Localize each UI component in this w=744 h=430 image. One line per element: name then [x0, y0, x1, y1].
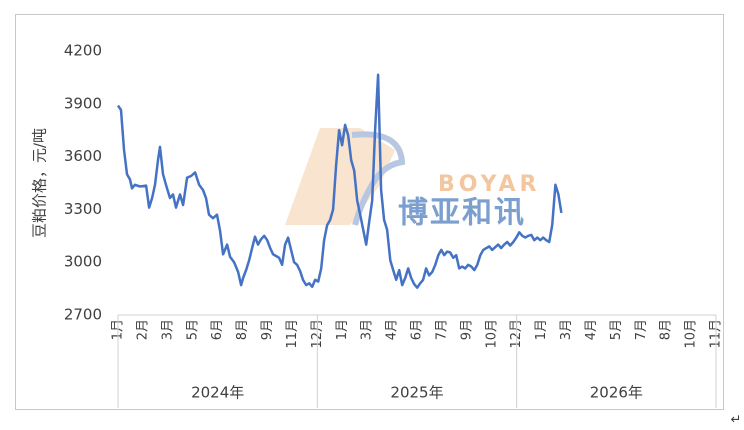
- x-tick-label: 6月: [410, 319, 425, 340]
- x-tick-label: 5月: [609, 319, 624, 340]
- y-tick-label: 2700: [64, 306, 102, 324]
- x-tick-label: 1月: [335, 319, 350, 340]
- x-tick-label: 8月: [659, 319, 674, 340]
- y-tick-label: 4200: [64, 42, 102, 60]
- x-group-label: 2026年: [590, 384, 643, 402]
- paragraph-mark: ↵: [731, 413, 742, 428]
- x-tick-label: 6月: [210, 319, 225, 340]
- y-axis-label: 豆粕价格，元/吨: [31, 128, 49, 238]
- x-tick-label: 11月: [285, 319, 300, 349]
- logo-curve: [351, 131, 406, 226]
- x-tick-label: 9月: [459, 319, 474, 340]
- x-tick-label: 10月: [684, 319, 699, 349]
- x-tick-label: 8月: [235, 319, 250, 340]
- x-tick-label: 9月: [260, 319, 275, 340]
- x-tick-label: 2月: [135, 319, 150, 340]
- x-tick-label: 10月: [484, 319, 499, 349]
- x-tick-label: 3月: [559, 319, 574, 340]
- x-tick-label: 4月: [385, 319, 400, 340]
- y-tick-label: 3600: [64, 147, 102, 165]
- y-tick-label: 3000: [64, 253, 102, 271]
- price-line: [116, 73, 563, 289]
- watermark-logo: BOYAR 博亚和讯: [285, 128, 540, 231]
- x-tick-label: 3月: [160, 319, 175, 340]
- x-tick-label: 4月: [584, 319, 599, 340]
- watermark-latin: BOYAR: [438, 172, 540, 197]
- x-tick-label: 5月: [185, 319, 200, 340]
- x-tick-label: 1月: [534, 319, 549, 340]
- watermark-chinese: 博亚和讯: [398, 196, 526, 231]
- x-tick-label: 3月: [360, 319, 375, 340]
- x-tick-label: 7月: [634, 319, 649, 340]
- y-tick-label: 3900: [64, 94, 102, 112]
- x-tick-label: 7月: [434, 319, 449, 340]
- x-group-label: 2024年: [191, 384, 244, 402]
- logo-shape: [285, 128, 395, 225]
- y-tick-label: 3300: [64, 200, 102, 218]
- x-group-label: 2025年: [390, 384, 443, 402]
